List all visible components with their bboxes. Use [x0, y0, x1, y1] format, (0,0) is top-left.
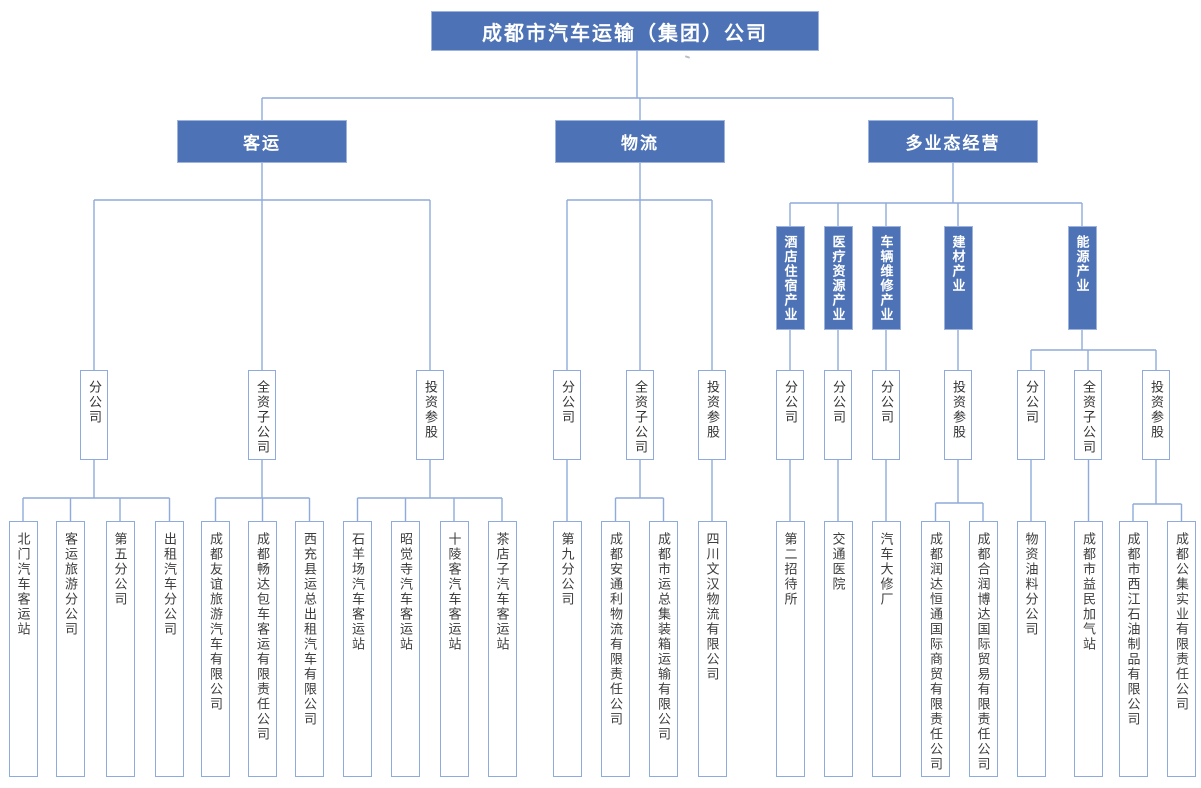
leaf-company-node: 第二招待所 — [775, 521, 805, 777]
leaf-company-node: 成都市西江石油制品有限公司 — [1118, 521, 1148, 777]
connector-groups-to-leaves — [22, 460, 1183, 521]
hotel-industry-node: 酒店住宿产业 — [775, 226, 805, 330]
vehicle-branch-companies-node: 分公司 — [872, 370, 900, 460]
passenger-investments-node: 投资参股 — [416, 370, 444, 460]
leaf-company-node: 物资油料分公司 — [1016, 521, 1046, 777]
building-investments-node: 投资参股 — [944, 370, 972, 460]
medical-industry-node: 医疗资源产业 — [823, 226, 853, 330]
leaf-company-node: 石羊场汽车客运站 — [343, 521, 372, 777]
branch-diversified-node: 多业态经营 — [869, 121, 1037, 162]
leaf-company-node: 第五分公司 — [105, 521, 135, 777]
leaf-company-node: 成都公集实业有限责任公司 — [1167, 521, 1196, 777]
passenger-subsidiaries-node: 全资子公司 — [248, 370, 276, 460]
leaf-company-node: 汽车大修厂 — [871, 521, 901, 777]
connector-diversified-branch — [789, 162, 1083, 226]
leaf-company-node: 成都市运总集装箱运输有限公司 — [649, 521, 678, 777]
leaf-company-node: 成都润达恒通国际商贸有限责任公司 — [921, 521, 950, 777]
leaf-company-node: 茶店子汽车客运站 — [487, 521, 517, 777]
leaf-company-node: 西充县运总出租汽车有限公司 — [295, 521, 324, 777]
logistics-branch-companies-node: 分公司 — [553, 370, 581, 460]
connector-logistics-branch — [566, 162, 713, 370]
leaf-company-node: 出租汽车分公司 — [155, 521, 184, 777]
leaf-company-node: 四川文汉物流有限公司 — [697, 521, 727, 777]
leaf-company-node: 成都畅达包车客运有限责任公司 — [248, 521, 277, 777]
leaf-company-node: 客运旅游分公司 — [56, 521, 85, 777]
leaf-company-node: 交通医院 — [823, 521, 853, 777]
leaf-company-node: 第九分公司 — [552, 521, 582, 777]
logistics-investments-node: 投资参股 — [698, 370, 726, 460]
connector-passenger-branch — [93, 162, 431, 370]
energy-branch-companies-node: 分公司 — [1017, 370, 1045, 460]
leaf-company-node: 成都合润博达国际贸易有限责任公司 — [968, 521, 998, 777]
logistics-subsidiaries-node: 全资子公司 — [626, 370, 654, 460]
branch-logistics-node: 物流 — [556, 121, 724, 162]
energy-subsidiaries-node: 全资子公司 — [1074, 370, 1102, 460]
root-company-node: 成都市汽车运输（集团）公司 — [432, 12, 818, 50]
building-materials-industry-node: 建材产业 — [943, 226, 973, 330]
leaf-company-node: 成都安通利物流有限责任公司 — [601, 521, 630, 777]
passenger-branch-companies-node: 分公司 — [80, 370, 108, 460]
hotel-branch-companies-node: 分公司 — [776, 370, 804, 460]
branch-passenger-node: 客运 — [178, 121, 346, 162]
vehicle-repair-industry-node: 车辆维修产业 — [871, 226, 901, 330]
connector-industries-to-groups — [789, 330, 1157, 370]
leaf-company-node: 北门汽车客运站 — [8, 521, 38, 777]
energy-investments-node: 投资参股 — [1142, 370, 1170, 460]
connector-root-to-branches — [261, 50, 954, 121]
energy-industry-node: 能源产业 — [1067, 226, 1097, 330]
leaf-company-node: 成都市益民加气站 — [1074, 521, 1103, 777]
leaf-company-node: 成都友谊旅游汽车有限公司 — [201, 521, 230, 777]
leaf-company-node: 十陵客汽车客运站 — [439, 521, 469, 777]
medical-branch-companies-node: 分公司 — [824, 370, 852, 460]
leaf-company-node: 昭觉寺汽车客运站 — [391, 521, 420, 777]
